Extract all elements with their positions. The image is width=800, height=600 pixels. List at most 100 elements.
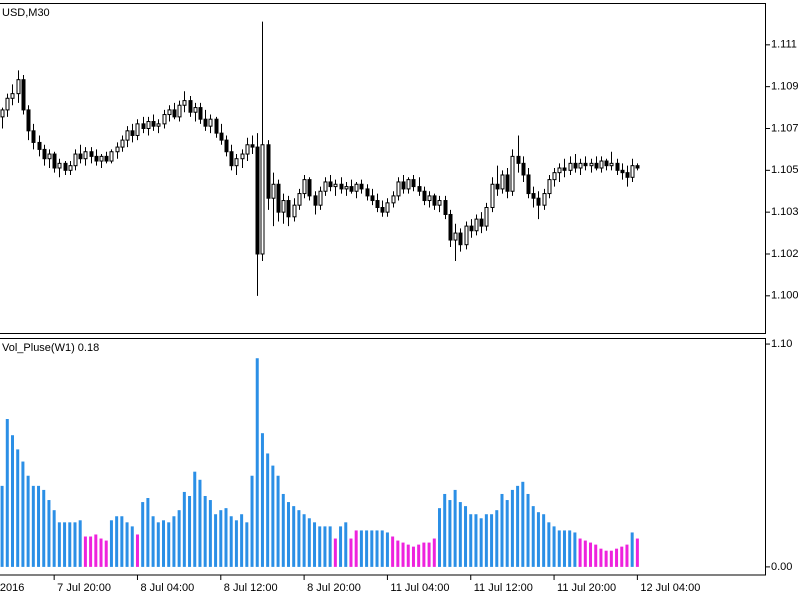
volume-bar bbox=[562, 530, 566, 567]
candle-body bbox=[604, 160, 609, 167]
candle-body bbox=[115, 146, 120, 153]
volume-bar bbox=[599, 548, 603, 567]
candle-body bbox=[448, 213, 453, 241]
candle-body bbox=[422, 190, 427, 202]
candle-body bbox=[521, 162, 526, 176]
volume-bar bbox=[578, 538, 582, 567]
candle-body bbox=[469, 225, 474, 232]
volume-bar bbox=[0, 485, 4, 567]
volume-bar bbox=[464, 506, 468, 567]
candle-body bbox=[151, 121, 156, 127]
candle-body bbox=[16, 79, 21, 95]
candle-body bbox=[63, 162, 68, 171]
volume-bar bbox=[339, 526, 343, 567]
volume-bar bbox=[547, 522, 551, 567]
volume-bar bbox=[536, 512, 540, 567]
volume-bar bbox=[214, 514, 218, 567]
volume-bar bbox=[245, 522, 249, 567]
volume-bar bbox=[42, 489, 46, 567]
volume-bar bbox=[120, 516, 124, 567]
volume-bar bbox=[469, 514, 473, 567]
y-tick-label: 1.109 bbox=[771, 81, 799, 93]
volume-bar bbox=[427, 542, 431, 567]
volume-bar bbox=[31, 485, 35, 567]
candle-body bbox=[125, 130, 130, 141]
volume-bar bbox=[443, 493, 447, 567]
volume-bar bbox=[573, 532, 577, 567]
volume-bar bbox=[115, 516, 119, 567]
volume-bar bbox=[234, 520, 238, 567]
candle-body bbox=[266, 144, 271, 199]
candle-body bbox=[464, 225, 469, 246]
candle-body bbox=[568, 162, 573, 171]
candle-body bbox=[401, 181, 406, 190]
candle-body bbox=[630, 165, 635, 178]
volume-bar bbox=[521, 481, 525, 567]
y-tick-label: 1.103 bbox=[771, 206, 799, 218]
candle-body bbox=[453, 232, 458, 241]
volume-bar bbox=[615, 548, 619, 567]
volume-bar bbox=[57, 522, 61, 567]
candle-body bbox=[417, 186, 422, 192]
candle-body bbox=[542, 193, 547, 206]
candle-body bbox=[406, 179, 411, 190]
candle-body bbox=[578, 162, 583, 169]
volume-bar bbox=[73, 522, 77, 567]
y-tick-label: 1.100 bbox=[771, 290, 799, 302]
volume-bar bbox=[203, 495, 207, 567]
candle-body bbox=[26, 109, 31, 132]
candle-body bbox=[547, 179, 552, 195]
volume-bar bbox=[432, 538, 436, 567]
candle-body bbox=[307, 179, 312, 197]
candle-body bbox=[427, 195, 432, 202]
price-pane-title: USD,M30 bbox=[2, 7, 50, 19]
candle-body bbox=[94, 155, 99, 162]
volume-bar bbox=[630, 532, 634, 567]
volume-bar bbox=[229, 516, 233, 567]
candle-body bbox=[526, 174, 531, 195]
candle-body bbox=[73, 153, 78, 167]
candle-body bbox=[635, 165, 640, 169]
volume-bar bbox=[271, 465, 275, 567]
volume-bar bbox=[156, 522, 160, 567]
y-tick-label: 0.00 bbox=[771, 561, 792, 573]
x-tick-label: 8 Jul 04:00 bbox=[140, 582, 194, 594]
volume-bar bbox=[411, 546, 415, 567]
candle-body bbox=[396, 181, 401, 197]
volume-bar bbox=[83, 536, 87, 567]
indicator-pane-title: Vol_Pluse(W1) 0.18 bbox=[2, 342, 99, 354]
volume-bar bbox=[135, 534, 139, 567]
volume-bar bbox=[568, 530, 572, 567]
candle-body bbox=[323, 181, 328, 192]
volume-bar bbox=[406, 544, 410, 567]
candle-body bbox=[37, 141, 42, 150]
candle-body bbox=[57, 162, 62, 169]
candle-body bbox=[31, 130, 36, 143]
volume-bar bbox=[94, 534, 98, 567]
candle-body bbox=[370, 195, 375, 202]
candle-body bbox=[42, 148, 47, 160]
candle-body bbox=[531, 193, 536, 199]
candle-body bbox=[510, 155, 515, 192]
candle-body bbox=[229, 151, 234, 167]
volume-bar bbox=[141, 502, 145, 567]
candle-body bbox=[380, 207, 385, 213]
volume-bar bbox=[240, 514, 244, 567]
candle-body bbox=[573, 162, 578, 169]
candle-body bbox=[198, 107, 203, 120]
volume-bar bbox=[500, 493, 504, 567]
candle-body bbox=[297, 193, 302, 206]
candle-body bbox=[594, 162, 599, 169]
volume-bar bbox=[484, 514, 488, 567]
volume-bar bbox=[552, 526, 556, 567]
candle-body bbox=[349, 186, 354, 192]
candle-body bbox=[339, 183, 344, 190]
candle-body bbox=[344, 186, 349, 190]
candle-body bbox=[99, 155, 104, 162]
volume-bar bbox=[531, 506, 535, 567]
candle-body bbox=[516, 155, 521, 164]
volume-bar bbox=[375, 530, 379, 567]
candle-body bbox=[47, 153, 52, 160]
